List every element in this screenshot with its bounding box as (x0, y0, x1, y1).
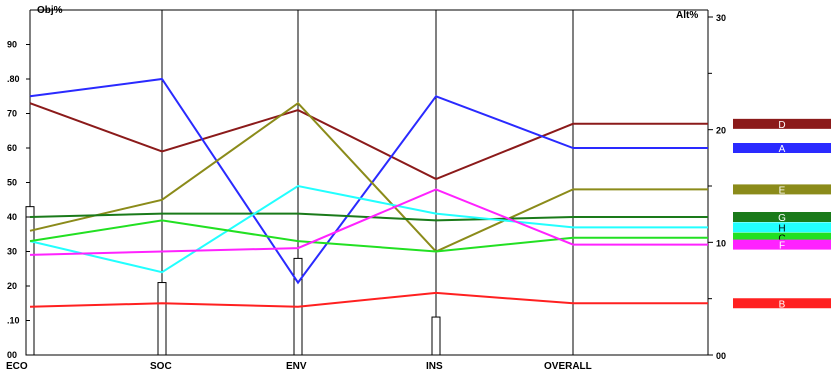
category-label: OVERALL (544, 361, 592, 372)
series-line-D (29, 102, 708, 181)
category-label: ECO (6, 361, 28, 372)
left-tick-label: 20 (7, 281, 17, 291)
left-tick-label: 70 (7, 109, 17, 119)
left-tick-label: 30 (7, 247, 17, 257)
left-tick-label: .80 (7, 74, 20, 84)
series-line-C (29, 219, 708, 253)
right-axis-title: Alt% (676, 10, 698, 21)
series-line-G (29, 212, 708, 222)
series-line-F (29, 188, 708, 256)
legend-swatch-D (733, 118, 831, 129)
right-tick-label: 30 (716, 13, 726, 23)
weight-bar (431, 316, 441, 356)
legend-swatch-E (733, 184, 831, 195)
legend-label-E: E (779, 185, 786, 196)
series-line-B (29, 291, 708, 308)
legend-label-C: C (778, 234, 785, 245)
left-tick-label: 90 (7, 40, 17, 50)
category-label: ENV (286, 361, 307, 372)
right-tick-label: 10 (716, 238, 726, 248)
legend-swatch-G (733, 212, 831, 222)
legend-label-B: B (779, 299, 786, 310)
legend-label-D: D (778, 120, 785, 131)
legend-label-G: G (778, 213, 786, 224)
series-line-A (29, 77, 708, 285)
weight-bar (25, 206, 35, 356)
legend-label-H: H (778, 223, 785, 234)
legend-swatch-F (733, 239, 831, 250)
left-tick-label: 50 (7, 178, 17, 188)
left-tick-label: 00 (7, 350, 17, 360)
legend-swatch-B (733, 298, 831, 309)
category-label: SOC (150, 361, 172, 372)
legend-swatch-C (733, 232, 831, 243)
right-tick-label: 00 (716, 351, 726, 361)
left-tick-label: 40 (7, 212, 17, 222)
series-line-E (29, 101, 708, 253)
legend-label-A: A (779, 144, 786, 155)
weight-bar (157, 282, 167, 356)
legend-swatch-H (733, 222, 831, 233)
legend-swatch-A (733, 143, 831, 153)
left-tick-label: 60 (7, 143, 17, 153)
legend-label-F: F (779, 241, 785, 252)
right-tick-label: 20 (716, 126, 726, 136)
category-label: INS (426, 361, 443, 372)
series-line-H (29, 184, 708, 274)
left-tick-label: .10 (7, 316, 20, 326)
